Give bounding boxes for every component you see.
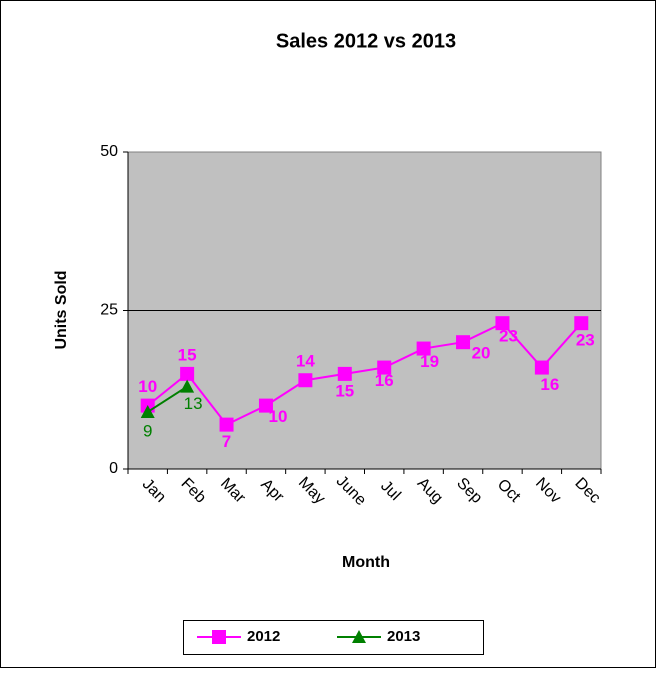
y-tick-label: 25 <box>100 302 118 319</box>
marker <box>212 630 226 644</box>
y-axis-title: Units Sold <box>53 270 70 349</box>
data-label: 14 <box>296 352 315 371</box>
legend-label: 2012 <box>247 628 280 645</box>
data-label: 19 <box>420 352 439 371</box>
data-label: 20 <box>472 344 491 363</box>
marker <box>140 404 155 418</box>
marker <box>377 360 392 375</box>
marker <box>298 373 313 388</box>
marker <box>456 335 471 350</box>
chart-title: Sales 2012 vs 2013 <box>276 30 456 52</box>
data-label: 23 <box>576 331 595 350</box>
data-label: 10 <box>268 407 287 426</box>
data-label: 10 <box>138 377 157 396</box>
series-line <box>147 385 188 413</box>
data-label: 16 <box>540 375 559 394</box>
marker <box>352 630 366 643</box>
series-line <box>147 321 583 426</box>
data-label: 15 <box>178 345 197 364</box>
data-label: 9 <box>143 421 152 440</box>
marker <box>574 316 589 331</box>
data-label: 7 <box>222 432 231 451</box>
data-label: 13 <box>184 394 203 413</box>
marker <box>416 341 431 356</box>
marker <box>180 366 195 381</box>
data-label: 15 <box>335 381 354 400</box>
marker <box>534 360 549 375</box>
marker <box>219 417 234 432</box>
marker <box>258 398 273 413</box>
x-axis-title: Month <box>342 554 390 571</box>
y-tick-label: 0 <box>109 460 118 477</box>
legend-label: 2013 <box>387 628 420 645</box>
data-label: 23 <box>499 327 518 346</box>
y-tick-label: 50 <box>100 143 118 160</box>
marker <box>337 366 352 381</box>
marker <box>180 379 195 393</box>
data-label: 16 <box>375 371 394 390</box>
marker <box>495 316 510 331</box>
